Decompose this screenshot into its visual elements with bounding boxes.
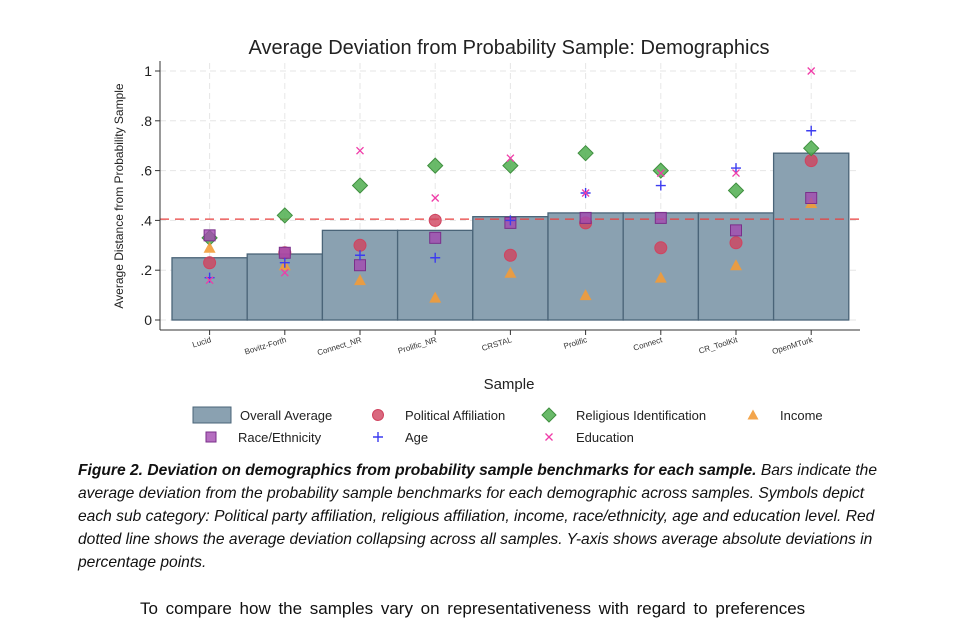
education-point: [581, 189, 590, 197]
religious-identification-point: [276, 207, 294, 224]
y-tick-label: 1: [144, 63, 152, 79]
age-point: [355, 250, 365, 261]
y-axis-label: Average Distance from Probability Sample: [112, 83, 126, 309]
legend-swatch: [192, 406, 232, 424]
legend-swatch: [747, 409, 759, 420]
race-ethnicity-point: [805, 191, 818, 204]
religious-identification-point: [802, 139, 820, 157]
income-point: [354, 274, 366, 286]
figure-caption: Figure 2. Deviation on demographics from…: [78, 459, 898, 574]
age-point: [655, 180, 666, 191]
political-affiliation-point: [654, 241, 668, 255]
legend-swatch: [372, 409, 384, 421]
x-tick-label: Bovitz-Forth: [244, 335, 288, 356]
x-tick-label: OpenMTurk: [771, 335, 815, 356]
race-ethnicity-point: [429, 231, 442, 244]
race-ethnicity-point: [203, 229, 216, 242]
legend-swatch: [545, 433, 553, 441]
income-point: [579, 289, 592, 301]
y-tick-label: 0: [144, 312, 152, 328]
legend-label: Age: [405, 430, 428, 445]
race-ethnicity-point: [278, 246, 291, 259]
age-point: [731, 163, 741, 174]
political-affiliation-point: [353, 238, 367, 252]
bar-prolific: [547, 212, 624, 321]
legend-label: Religious Identification: [576, 408, 706, 423]
legend-swatch: [373, 432, 383, 442]
income-point: [730, 259, 742, 271]
income-point: [654, 271, 667, 283]
legend-item: Age: [373, 430, 428, 445]
education-point: [506, 154, 515, 163]
religious-identification-point: [351, 177, 369, 194]
legend-label: Overall Average: [240, 408, 332, 423]
education-point: [656, 169, 665, 178]
religious-identification-point: [426, 157, 444, 174]
legend-item: Race/Ethnicity: [205, 430, 322, 445]
y-tick-label: .4: [140, 212, 152, 228]
political-affiliation-point: [503, 248, 517, 262]
body-paragraph: To compare how the samples vary on repre…: [140, 599, 806, 618]
x-tick-label: Prolific_NR: [397, 335, 438, 355]
income-point: [429, 291, 442, 303]
x-tick-label: Prolific: [563, 335, 589, 351]
religious-identification-point: [502, 157, 519, 174]
x-tick-label: CR_ToolKit: [698, 335, 740, 356]
x-tick-label: CRSTAL: [481, 335, 514, 353]
race-ethnicity-point: [354, 259, 366, 272]
y-tick-label: .6: [140, 163, 152, 179]
bar-prolific_nr: [396, 229, 474, 321]
caption-text: Bars indicate the average deviation from…: [78, 462, 878, 571]
age-point: [430, 252, 441, 263]
income-point: [504, 266, 517, 278]
education-point: [205, 276, 214, 285]
religious-identification-point: [727, 182, 745, 199]
legend-label: Political Affiliation: [405, 408, 505, 423]
age-point: [806, 125, 817, 136]
x-tick-label: Lucid: [191, 335, 212, 349]
age-point: [505, 215, 516, 226]
legend-swatch: [541, 407, 557, 423]
legend-item: Income: [747, 408, 823, 423]
chart: Average Deviation from Probability Sampl…: [112, 37, 860, 445]
political-affiliation-point: [428, 213, 442, 227]
legend-item: Overall Average: [192, 406, 332, 424]
legend-swatch: [205, 431, 217, 443]
political-affiliation-point: [804, 154, 818, 168]
age-point: [279, 257, 290, 268]
political-affiliation-point: [729, 236, 743, 250]
education-point: [356, 146, 364, 155]
religious-identification-point: [652, 162, 670, 179]
legend-label: Income: [780, 408, 823, 423]
education-point: [280, 268, 289, 277]
x-tick-label: Connect_NR: [316, 335, 363, 357]
race-ethnicity-point: [579, 211, 592, 224]
y-tick-label: .8: [140, 113, 152, 129]
chart-title: Average Deviation from Probability Sampl…: [249, 37, 770, 59]
race-ethnicity-point: [730, 224, 742, 237]
education-point: [807, 67, 816, 75]
bar-connect: [622, 212, 700, 321]
education-point: [732, 169, 740, 178]
x-axis-label: Sample: [484, 376, 535, 393]
caption-label: Figure 2. Deviation on demographics from…: [78, 462, 757, 479]
legend-label: Race/Ethnicity: [238, 430, 322, 445]
legend-item: Religious Identification: [541, 407, 706, 423]
legend-label: Education: [576, 430, 634, 445]
bar-openmturk: [772, 152, 850, 321]
x-tick-label: Connect: [632, 335, 664, 353]
religious-identification-point: [577, 144, 594, 162]
y-tick-label: .2: [140, 262, 152, 278]
education-point: [431, 194, 440, 202]
political-affiliation-point: [203, 256, 217, 270]
legend-item: Education: [545, 430, 634, 445]
legend-item: Political Affiliation: [372, 408, 505, 423]
income-point: [203, 241, 216, 253]
race-ethnicity-point: [654, 211, 667, 224]
